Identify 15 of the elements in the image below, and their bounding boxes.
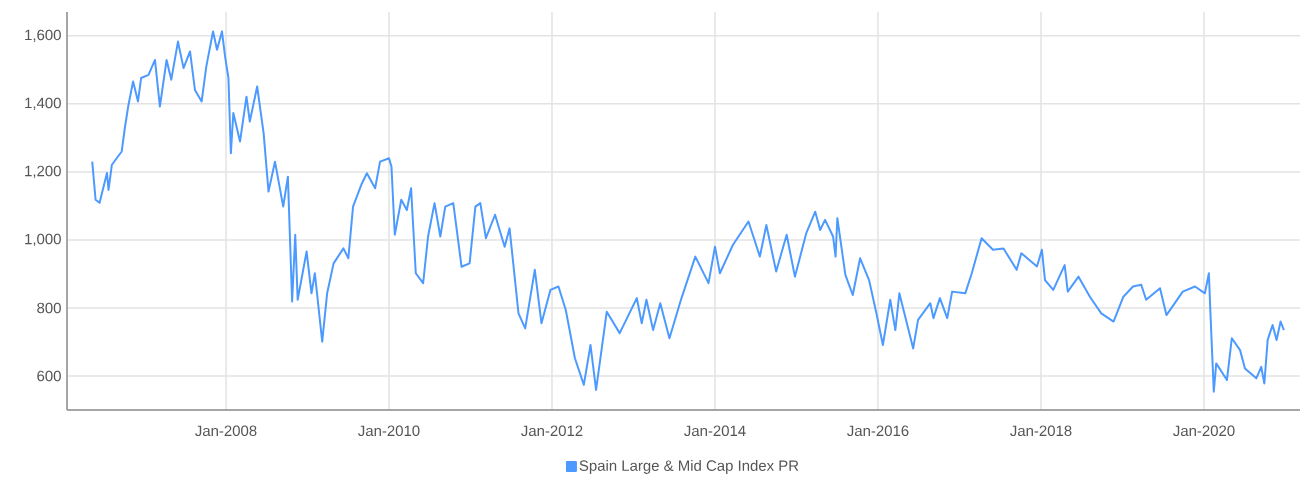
line-series — [91, 30, 1285, 393]
x-tick-label: Jan-2020 — [1173, 425, 1235, 437]
y-tick-label: 1,000 — [25, 233, 61, 247]
y-tick-label: 1,400 — [25, 97, 61, 111]
y-tick-label: 1,200 — [25, 165, 61, 179]
x-tick-label: Jan-2018 — [1010, 425, 1072, 437]
y-tick-label: 1,600 — [25, 29, 61, 42]
x-tick-label: Jan-2010 — [358, 425, 420, 437]
x-tick-label: Jan-2012 — [521, 425, 583, 437]
y-tick-label: 800 — [37, 302, 61, 314]
x-tick-label: Jan-2016 — [847, 425, 909, 437]
legend-label: Spain Large & Mid Cap Index PR — [579, 459, 799, 474]
x-tick-label: Jan-2014 — [684, 425, 746, 437]
y-tick-label: 600 — [37, 370, 61, 382]
x-tick-label: Jan-2008 — [195, 425, 257, 437]
